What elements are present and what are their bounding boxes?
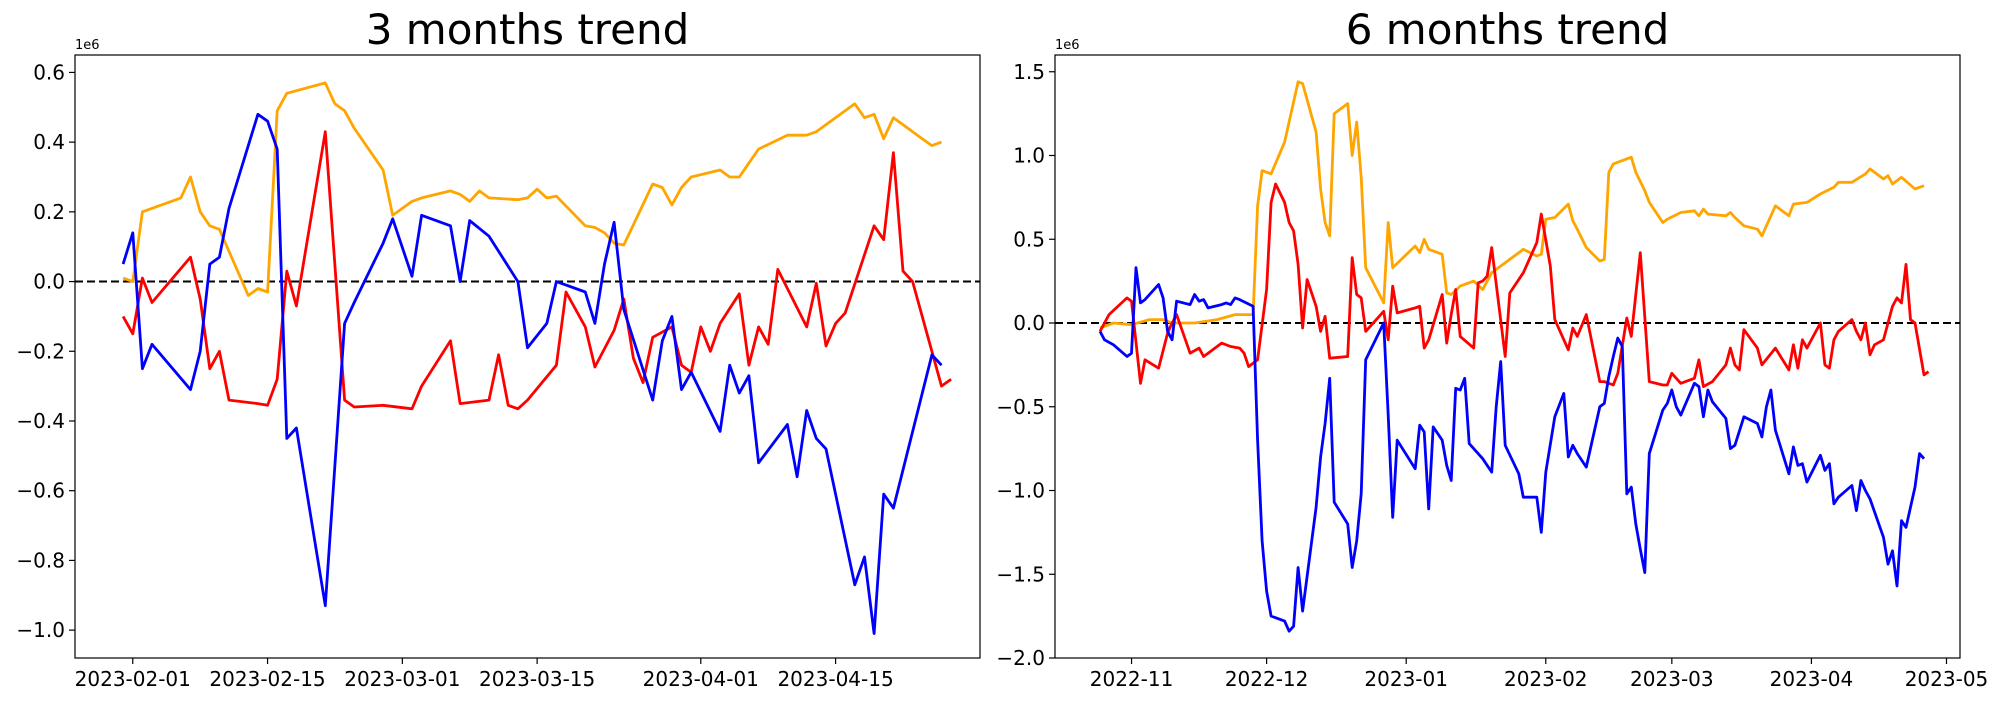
y-tick-label: 0.4 <box>33 130 65 154</box>
series-line-1 <box>1099 80 1925 330</box>
y-tick-label: 1.5 <box>1013 60 1045 84</box>
y-tick-label: −0.8 <box>16 548 65 572</box>
x-tick-label: 2023-03-15 <box>479 667 595 691</box>
x-tick-label: 2023-03 <box>1630 667 1714 691</box>
series-line-3 <box>121 112 943 635</box>
chart-panel-2: 6 months trend 1e6 −2.0 −1.5 −1.0 −0.5 0.0 0.5 1… <box>996 5 1988 691</box>
y-tick-label: 0.2 <box>33 200 65 224</box>
series-group <box>121 81 952 635</box>
series-group <box>1098 80 1930 633</box>
x-tick-label: 2023-04-01 <box>643 667 759 691</box>
x-tick-label: 2023-04-15 <box>777 667 893 691</box>
chart-title: 6 months trend <box>1346 5 1670 54</box>
x-tick-label: 2023-02 <box>1504 667 1588 691</box>
y-offset-label: 1e6 <box>1055 38 1080 53</box>
y-tick-label: −0.5 <box>996 395 1045 419</box>
x-tick-label: 2023-03-01 <box>344 667 460 691</box>
plot-frame <box>1054 54 1961 659</box>
y-tick-label: 1.0 <box>1013 144 1045 168</box>
x-tick-label: 2023-01 <box>1364 667 1448 691</box>
y-tick-label: −2.0 <box>996 646 1045 670</box>
y-tick-label: −0.6 <box>16 479 65 503</box>
series-line-1 <box>122 81 942 297</box>
x-tick-label: 2023-05 <box>1905 667 1989 691</box>
x-tick-label: 2023-04 <box>1770 667 1854 691</box>
y-tick-label: 0.0 <box>33 270 65 294</box>
series-line-3 <box>1098 266 1926 633</box>
y-tick-label: −0.2 <box>16 339 65 363</box>
series-line-2 <box>1098 182 1930 388</box>
y-tick-label: −1.5 <box>996 562 1045 586</box>
x-tick-label: 2022-11 <box>1090 667 1174 691</box>
y-tick-label: 0.6 <box>33 60 65 84</box>
y-tick-label: −0.4 <box>16 409 65 433</box>
chart-title: 3 months trend <box>366 5 690 54</box>
series-line-2 <box>121 130 952 411</box>
x-tick-label: 2023-02-01 <box>75 667 191 691</box>
y-tick-label: −1.0 <box>16 618 65 642</box>
y-tick-label: 0.0 <box>1013 311 1045 335</box>
x-tick-label: 2022-12 <box>1225 667 1309 691</box>
y-tick-label: 0.5 <box>1013 227 1045 251</box>
y-tick-label: −1.0 <box>996 479 1045 503</box>
y-offset-label: 1e6 <box>75 38 100 53</box>
x-tick-label: 2023-02-15 <box>209 667 325 691</box>
plot-frame <box>74 54 981 659</box>
chart-panel-1: 3 months trend 1e6 −1.0 −0.8 −0.6 −0.4 −0.2 0.0… <box>16 5 981 691</box>
